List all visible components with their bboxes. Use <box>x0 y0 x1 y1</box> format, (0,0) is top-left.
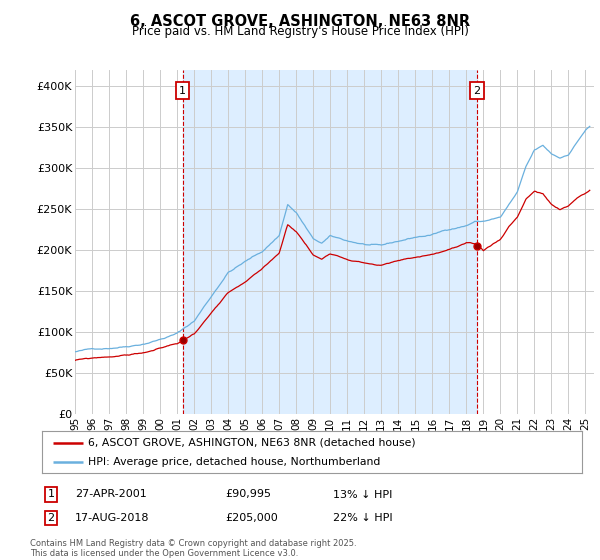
Text: HPI: Average price, detached house, Northumberland: HPI: Average price, detached house, Nort… <box>88 457 380 467</box>
Text: £205,000: £205,000 <box>225 513 278 523</box>
Text: 6, ASCOT GROVE, ASHINGTON, NE63 8NR: 6, ASCOT GROVE, ASHINGTON, NE63 8NR <box>130 14 470 29</box>
Text: 1: 1 <box>47 489 55 500</box>
Text: 2: 2 <box>473 86 481 96</box>
Text: 13% ↓ HPI: 13% ↓ HPI <box>333 489 392 500</box>
Text: 17-AUG-2018: 17-AUG-2018 <box>75 513 149 523</box>
Text: Price paid vs. HM Land Registry's House Price Index (HPI): Price paid vs. HM Land Registry's House … <box>131 25 469 38</box>
Text: £90,995: £90,995 <box>225 489 271 500</box>
Text: 2: 2 <box>47 513 55 523</box>
Text: 27-APR-2001: 27-APR-2001 <box>75 489 147 500</box>
Text: 22% ↓ HPI: 22% ↓ HPI <box>333 513 392 523</box>
Bar <box>182 70 477 414</box>
Text: 6, ASCOT GROVE, ASHINGTON, NE63 8NR (detached house): 6, ASCOT GROVE, ASHINGTON, NE63 8NR (det… <box>88 437 416 447</box>
Text: Contains HM Land Registry data © Crown copyright and database right 2025.
This d: Contains HM Land Registry data © Crown c… <box>30 539 356 558</box>
Text: 1: 1 <box>179 86 186 96</box>
